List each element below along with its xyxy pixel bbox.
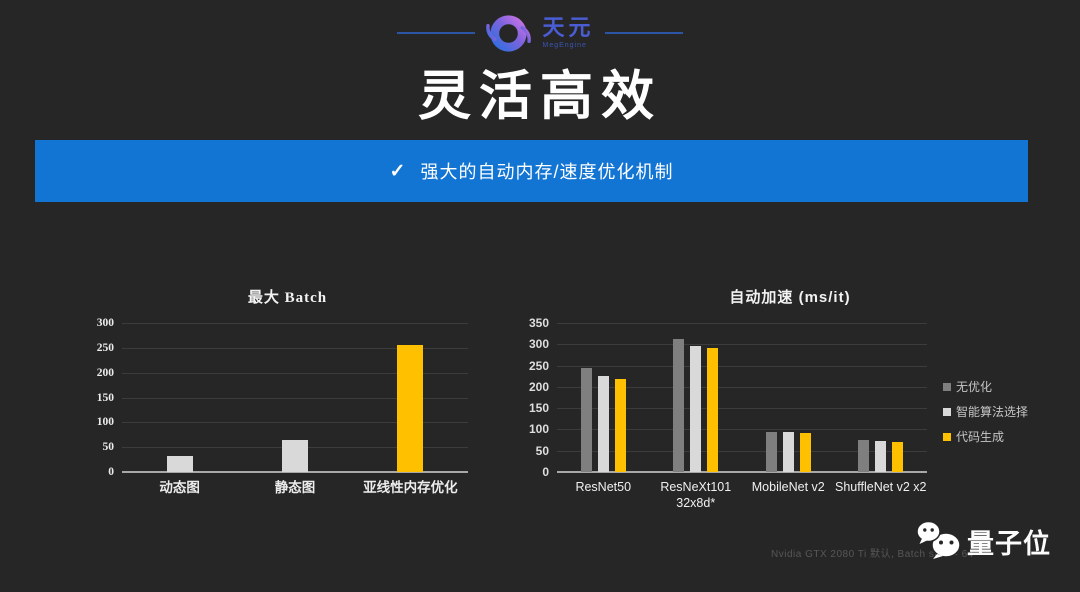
y-tick-label: 200 xyxy=(528,379,549,394)
gridline xyxy=(557,323,927,324)
gridline xyxy=(122,397,468,399)
legend-item: 智能算法选择 xyxy=(943,403,1028,420)
gridline xyxy=(557,365,927,367)
y-tick-label: 150 xyxy=(528,401,549,416)
x-axis-line xyxy=(122,471,468,473)
y-tick-label: 300 xyxy=(528,337,549,352)
bar xyxy=(782,432,794,472)
y-tick-label: 300 xyxy=(96,317,114,329)
bar xyxy=(875,440,887,472)
x-axis-label: 亚线性内存优化 xyxy=(363,480,458,495)
gridline xyxy=(557,386,927,388)
y-tick-label: 100 xyxy=(528,422,549,437)
bar xyxy=(614,378,626,472)
header-right-line xyxy=(604,32,683,34)
watermark-label: 量子位 xyxy=(967,528,1051,559)
legend-swatch xyxy=(943,382,951,391)
x-axis-label: 静态图 xyxy=(274,480,316,495)
brand-name: 天元 xyxy=(542,15,595,40)
y-tick-label: 150 xyxy=(96,391,114,404)
x-axis-label: ShuffleNet v2 x2 xyxy=(835,480,927,494)
legend-item: 无优化 xyxy=(943,378,992,395)
y-tick-label: 250 xyxy=(528,358,549,373)
footnote: Nvidia GTX 2080 Ti 默认, Batch size = 64 xyxy=(771,549,974,560)
x-axis-label: ResNeXt101 32x8d* xyxy=(660,480,732,511)
gridline xyxy=(122,422,468,424)
watermark: 量子位 xyxy=(916,520,1051,562)
legend-label: 无优化 xyxy=(956,380,993,394)
bar xyxy=(707,347,719,472)
legend-label: 代码生成 xyxy=(956,430,1005,444)
wechat-icon xyxy=(916,520,961,559)
bar xyxy=(892,442,904,472)
banner-text: 强大的自动内存/速度优化机制 xyxy=(420,162,674,182)
bar xyxy=(690,345,702,472)
bar xyxy=(597,375,609,472)
megengine-swirl-icon xyxy=(486,14,532,52)
highlight-banner: ✓ 强大的自动内存/速度优化机制 xyxy=(35,140,1028,202)
gridline xyxy=(122,323,468,324)
chart-title: 自动加速 (ms/it) xyxy=(729,289,851,306)
bar xyxy=(673,339,685,472)
y-tick-label: 250 xyxy=(96,341,114,354)
header-left-line xyxy=(397,32,476,34)
bar xyxy=(397,344,424,472)
gridline xyxy=(557,450,927,452)
bar xyxy=(858,440,870,472)
y-tick-label: 100 xyxy=(96,416,114,429)
gridline xyxy=(122,372,468,374)
legend-swatch xyxy=(943,407,951,416)
y-tick-label: 200 xyxy=(96,366,114,379)
brand-block: 天元 MegEngine xyxy=(542,15,595,50)
bar xyxy=(765,432,777,472)
x-axis-label: ResNet50 xyxy=(575,480,632,494)
auto-speedup-chart: 自动加速 (ms/it) 0 50 100 150 200 250 300 350 ResNet… xyxy=(529,283,1045,513)
gridline xyxy=(122,347,468,349)
brand-subtitle: MegEngine xyxy=(542,42,587,49)
y-tick-label: 50 xyxy=(535,443,549,458)
gridline xyxy=(557,429,927,431)
page-title: 灵活高效 xyxy=(418,68,662,126)
legend-item: 代码生成 xyxy=(943,428,1004,445)
y-tick-label: 350 xyxy=(528,316,549,330)
bar xyxy=(282,440,308,472)
legend-label: 智能算法选择 xyxy=(956,405,1029,419)
x-axis-line xyxy=(557,471,927,473)
header: 天元 MegEngine xyxy=(0,7,1080,59)
y-tick-label: 0 xyxy=(108,466,114,478)
bar xyxy=(799,433,811,472)
max-batch-chart: 最大 Batch 0 50 100 150 200 250 300 动态图 静态图 亚线性内存优化 xyxy=(95,283,480,503)
y-tick-label: 0 xyxy=(542,465,549,479)
bar xyxy=(166,456,193,472)
check-icon: ✓ xyxy=(389,160,407,182)
legend-swatch xyxy=(943,432,951,441)
gridline xyxy=(557,408,927,410)
chart-title: 最大 Batch xyxy=(247,290,328,306)
gridline xyxy=(557,344,927,346)
bar xyxy=(580,367,592,472)
x-axis-label: MobileNet v2 xyxy=(751,480,825,494)
y-tick-label: 50 xyxy=(102,441,115,454)
x-axis-label: 动态图 xyxy=(159,480,200,495)
